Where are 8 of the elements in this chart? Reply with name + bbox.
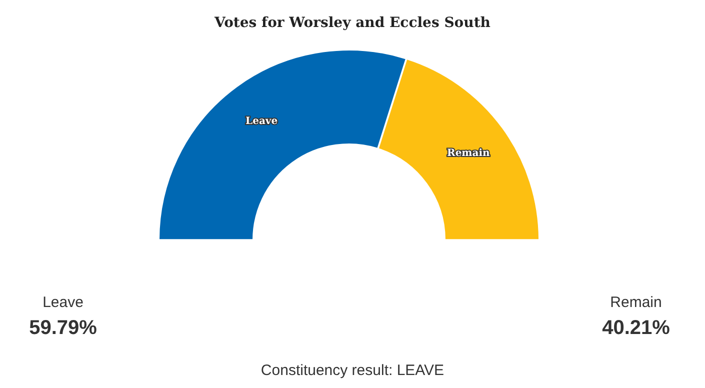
slice-label: Leave	[246, 116, 278, 128]
text: Leave	[42, 294, 84, 311]
slice-label: Remain	[447, 148, 491, 160]
chart-title: Votes for Worsley and Eccles South	[214, 15, 490, 31]
text: 59.79%	[29, 317, 98, 339]
text: Constituency result: LEAVE	[260, 362, 444, 379]
text: Remain	[610, 294, 662, 311]
text: 40.21%	[602, 317, 670, 339]
